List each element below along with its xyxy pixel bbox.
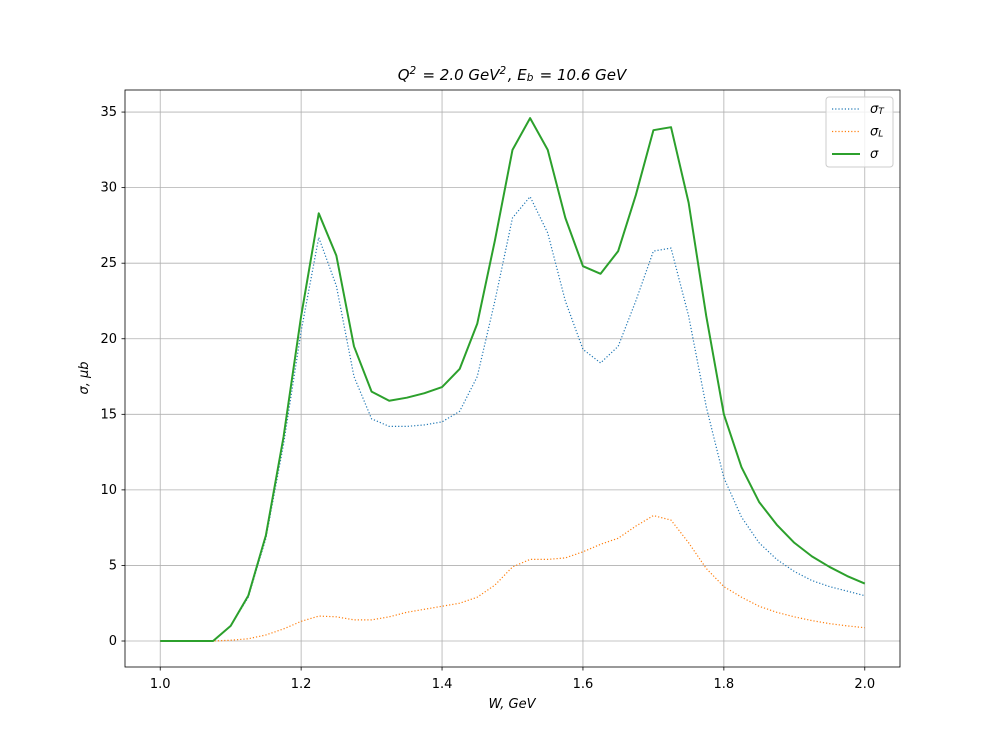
x-tick-label: 1.4 xyxy=(432,677,453,692)
y-tick-label: 25 xyxy=(100,256,117,271)
y-tick-label: 15 xyxy=(100,407,117,422)
legend-label: σ xyxy=(870,147,879,162)
y-tick-label: 10 xyxy=(100,482,117,497)
series-line xyxy=(160,117,866,643)
x-tick-label: 1.8 xyxy=(714,677,735,692)
y-axis-label: σ, μb xyxy=(77,361,92,394)
x-tick-label: 1.2 xyxy=(291,677,312,692)
x-tick-label: 1.6 xyxy=(573,677,594,692)
legend-label: σL xyxy=(870,124,885,139)
grid xyxy=(125,90,900,667)
y-tick-label: 0 xyxy=(109,634,117,649)
x-axis-label: W, GeV xyxy=(488,697,536,712)
legend-box xyxy=(825,96,894,168)
y-tick-label: 35 xyxy=(100,105,117,120)
legend-label: σT xyxy=(870,102,885,117)
x-tick-label: 2.0 xyxy=(854,677,875,692)
y-tick-label: 5 xyxy=(109,558,117,573)
y-tick-label: 30 xyxy=(100,180,117,195)
series-line xyxy=(160,514,865,642)
series-line xyxy=(160,196,865,642)
plot-area xyxy=(160,117,866,643)
x-tick-label: 1.0 xyxy=(150,677,171,692)
chart-title: Q2 = 2.0 GeV2 , Eb = 10.6 GeV xyxy=(398,65,628,84)
y-tick-label: 20 xyxy=(100,331,117,346)
axes-frame xyxy=(124,89,901,668)
